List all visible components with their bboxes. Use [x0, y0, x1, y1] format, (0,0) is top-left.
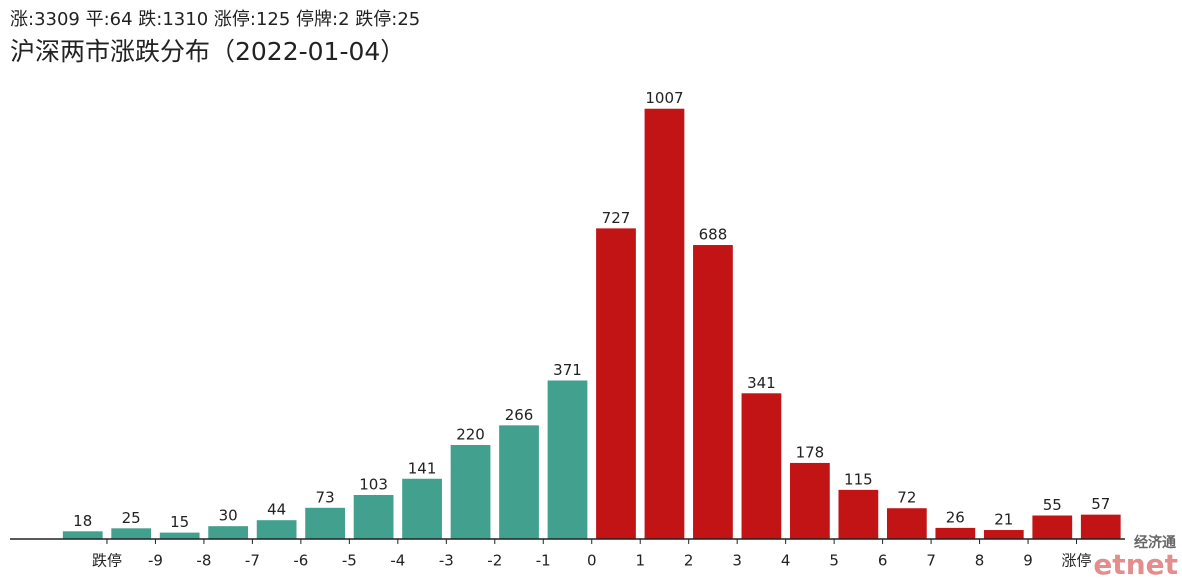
- value-label: 266: [505, 406, 534, 424]
- x-tick-label: -8: [196, 552, 211, 570]
- value-label: 115: [844, 470, 873, 488]
- x-tick-label: -7: [245, 552, 260, 570]
- value-label: 220: [456, 426, 485, 444]
- value-label: 25: [122, 509, 141, 527]
- value-label: 103: [359, 475, 388, 493]
- x-tick-label: -2: [487, 552, 502, 570]
- value-label: 341: [747, 374, 776, 392]
- x-tick-label: -6: [293, 552, 308, 570]
- bar: [838, 489, 879, 539]
- x-tick-label: 6: [878, 552, 888, 570]
- x-tick-label: 9: [1023, 552, 1033, 570]
- value-label: 21: [994, 511, 1013, 529]
- bar: [1032, 515, 1073, 539]
- value-label: 57: [1091, 495, 1110, 513]
- bar: [305, 507, 345, 539]
- chart-title: 沪深两市涨跌分布（2022-01-04）: [10, 37, 405, 66]
- bar: [693, 245, 733, 539]
- x-tick-label: 0: [587, 552, 597, 570]
- bar: [450, 445, 491, 539]
- value-label: 30: [219, 507, 238, 525]
- bar: [159, 532, 200, 539]
- bar: [935, 527, 976, 539]
- bar: [353, 494, 394, 539]
- x-tick-label: 2: [684, 552, 694, 570]
- value-label: 688: [699, 226, 728, 244]
- x-tick-label: -1: [536, 552, 551, 570]
- value-label: 178: [796, 443, 825, 461]
- value-label: 44: [267, 501, 286, 519]
- value-label: 15: [170, 513, 189, 531]
- bar: [208, 526, 249, 539]
- x-tick-label: 1: [635, 552, 645, 570]
- bar: [62, 531, 103, 539]
- value-label: 73: [316, 488, 335, 506]
- bar: [790, 462, 830, 539]
- bar: [256, 520, 297, 539]
- x-tick-label: 7: [926, 552, 936, 570]
- bar: [111, 528, 152, 539]
- value-label: 727: [602, 209, 631, 227]
- x-tick-label: 3: [732, 552, 742, 570]
- bar: [499, 425, 539, 539]
- bar: [983, 530, 1024, 539]
- x-tick-label: -9: [148, 552, 163, 570]
- value-label: 371: [553, 361, 582, 379]
- value-label: 55: [1043, 496, 1062, 514]
- x-tick-label: -5: [342, 552, 357, 570]
- x-tick-label: 涨停: [1062, 552, 1092, 570]
- x-tick-label: 5: [829, 552, 839, 570]
- x-tick-label: -4: [390, 552, 405, 570]
- x-tick-label: 4: [781, 552, 791, 570]
- chart-subtitle: 涨:3309 平:64 跌:1310 涨停:125 停牌:2 跌停:25: [10, 9, 420, 30]
- bar: [596, 228, 636, 539]
- x-tick-label: -3: [439, 552, 454, 570]
- value-label: 18: [73, 512, 92, 530]
- x-tick-label: 跌停: [92, 552, 122, 570]
- bar: [886, 508, 927, 539]
- bar: [1080, 514, 1121, 539]
- value-label: 1007: [645, 89, 683, 107]
- value-label: 141: [408, 459, 437, 477]
- watermark-en: etnet: [1093, 548, 1178, 579]
- bar: [402, 478, 442, 539]
- value-label: 72: [897, 489, 916, 507]
- bar: [741, 393, 782, 539]
- watermark-cn: 经济通: [1134, 534, 1176, 551]
- bar: [547, 380, 588, 539]
- bar: [644, 108, 685, 540]
- value-label: 26: [946, 508, 965, 526]
- x-tick-label: 8: [975, 552, 985, 570]
